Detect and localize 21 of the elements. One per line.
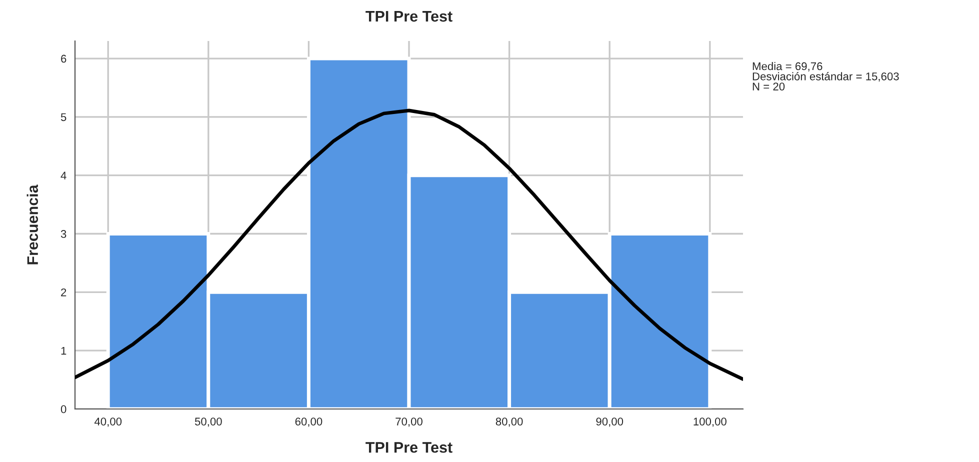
- y-tick-label: 1: [61, 346, 66, 355]
- text: N = 20: [752, 82, 785, 90]
- x-tick-label: 90,00: [596, 418, 624, 427]
- chart-title: TPI Pre Test: [366, 11, 452, 22]
- y-tick-label: 6: [61, 54, 66, 63]
- y-tick-label: 2: [61, 288, 66, 296]
- y-tick-label: 5: [60, 113, 66, 122]
- x-axis-title: TPI Pre Test: [366, 442, 452, 453]
- x-tick-label: 80,00: [496, 418, 523, 427]
- x-tick-label: 50,00: [194, 418, 222, 427]
- y-axis-title: Frecuencia: [26, 184, 38, 264]
- x-tick-label: 100,00: [694, 418, 726, 427]
- text: Media = 69,76: [752, 62, 822, 72]
- x-tick-label: 40,00: [94, 418, 122, 427]
- x-tick-label: 70,00: [396, 418, 422, 427]
- y-tick-label: 4: [60, 172, 66, 180]
- text: Desviación estándar = 15,603: [752, 72, 899, 82]
- y-tick-label: 0: [60, 405, 66, 414]
- y-tick-label: 3: [60, 230, 66, 238]
- x-tick-label: 60,00: [295, 418, 322, 427]
- line-series: [75, 108, 743, 381]
